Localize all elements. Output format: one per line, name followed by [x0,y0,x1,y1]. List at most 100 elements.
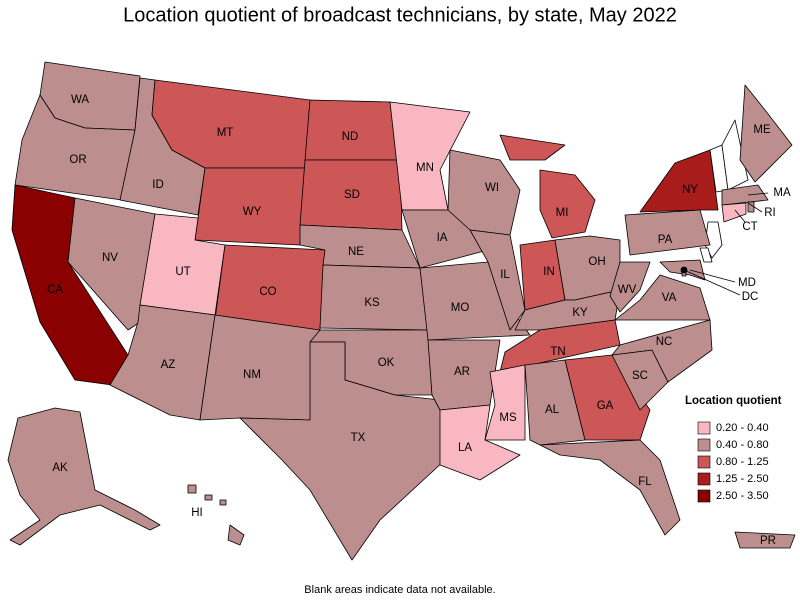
state-label: AR [454,366,470,378]
legend-swatch [697,472,711,486]
state-label: IN [543,266,555,278]
state-label: UT [175,266,190,278]
leader-line [689,269,736,283]
state-label: KY [572,307,588,319]
leader-line [747,192,769,196]
state-shape [609,261,651,313]
state-label: DC [742,291,759,303]
state-label: FL [638,476,652,488]
state-shape [239,341,446,561]
state-shape [7,407,161,546]
state-shape [499,319,621,373]
leader-line [683,269,741,296]
state-label: PA [658,234,673,246]
leader-line [734,209,746,223]
legend-label: 2.50 - 3.50 [716,490,769,502]
state-label: HI [191,507,203,519]
state-shape [469,229,526,331]
legend-label: 0.80 - 1.25 [716,456,769,468]
legend-label: 0.40 - 0.80 [716,439,769,451]
leaders [680,192,769,296]
state-shape [389,101,471,211]
state-label: KS [364,297,380,309]
state-label: LA [458,442,472,454]
state-label: IA [437,232,448,244]
state-shape [539,169,596,239]
state-shape [721,202,747,223]
state-shape [624,209,711,256]
map-title: Location quotient of broadcast technicia… [123,4,677,26]
state-label: IL [500,269,510,281]
state-label: TN [550,346,565,358]
legend-swatch [697,489,711,503]
state-label: RI [764,207,776,219]
state-label: MO [451,302,470,314]
state-shape [67,197,156,331]
state-label: MS [499,412,517,424]
blank-state [721,119,749,191]
state-label: AK [52,462,68,474]
state-label: PR [760,535,776,547]
state-label: ND [342,131,359,143]
state-label: TX [351,432,366,444]
state-label: SD [344,189,360,201]
state-label: ME [753,124,771,136]
state-shape [614,274,711,321]
state-label: NV [102,252,118,264]
state-label: WY [243,206,262,218]
legend-title: Location quotient [685,395,782,407]
state-shape [227,524,245,546]
state-label: VA [662,292,677,304]
state-shape [739,84,793,183]
blank-states [699,119,749,263]
state-label: OH [588,256,605,268]
legend-swatch [697,455,711,469]
legend-swatch [697,438,711,452]
state-label: SC [632,370,648,382]
legend-label: 1.25 - 2.50 [716,473,769,485]
state-shape [734,531,796,549]
state-label: MI [556,207,569,219]
state-label: CA [47,284,63,296]
state-label: MA [773,187,791,199]
state-label: NM [243,369,261,381]
state-label: NE [348,246,364,258]
state-label: MT [217,127,234,139]
blank-state [699,247,713,263]
legend-label: 0.20 - 0.40 [716,422,769,434]
state-shape [564,354,651,441]
state-shape [639,149,719,213]
state-shape [304,99,401,161]
state-label: NY [682,184,698,196]
state-label: GA [597,400,614,412]
leader-line [747,202,763,213]
state-shape [187,484,197,494]
dc-dot [680,266,688,274]
state-shape [747,201,755,213]
footnote: Blank areas indicate data not available. [304,584,495,596]
state-shape [499,134,566,161]
state-label: WV [618,284,637,296]
legend-swatch [697,421,711,435]
state-label: AZ [161,359,176,371]
state-shape [204,494,213,501]
state-label: ID [152,179,164,191]
states: WA OR CA NV ID MT WY UT AZ CO NM ND SD NE KS OK TX MN IA MO… [7,61,796,561]
state-label: OR [69,154,86,166]
state-shape [721,184,769,206]
state-label: WA [71,94,89,106]
state-label: AL [545,404,560,416]
state-label: MD [738,277,756,289]
state-shape [219,499,227,506]
state-shape [439,404,521,481]
state-label: NC [656,336,673,348]
state-shape [199,314,321,421]
state-label: CT [742,221,757,233]
state-shape [484,364,526,441]
state-label: WI [485,182,499,194]
state-label: OK [378,357,395,369]
state-shape [539,439,681,536]
state-label: CO [259,286,276,298]
state-label: MN [416,162,434,174]
